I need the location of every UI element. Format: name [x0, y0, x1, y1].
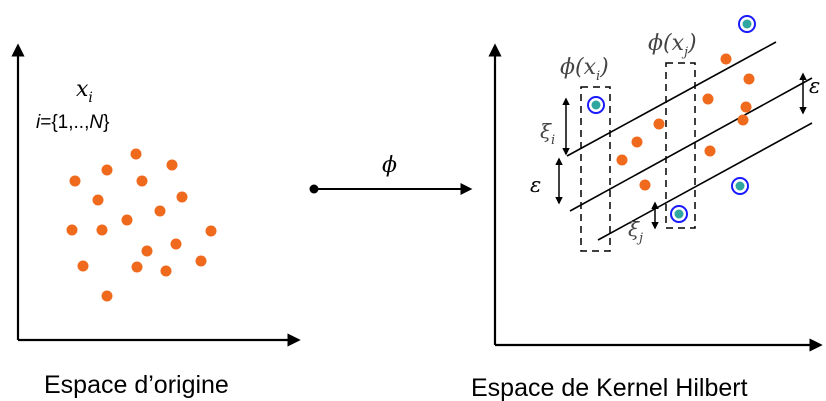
data-point [154, 205, 166, 217]
data-point [166, 159, 178, 171]
data-point [96, 224, 108, 236]
support-vector [670, 205, 688, 223]
support-vectors [587, 15, 756, 223]
index-set-label: i={1,..,N} [36, 112, 109, 133]
left-axes [11, 43, 301, 347]
data-point [653, 118, 665, 130]
support-vector [731, 177, 749, 195]
data-point [69, 175, 81, 187]
support-vector [738, 15, 756, 33]
phi-xj-label: ϕ(xj) [648, 31, 697, 60]
data-point [176, 191, 188, 203]
data-point [631, 136, 643, 148]
left-caption: Espace d’origine [44, 371, 229, 399]
var-x-label: xi [76, 77, 93, 106]
data-point [136, 175, 148, 187]
decision-line [569, 77, 813, 212]
data-point [616, 154, 628, 166]
margin-lines [566, 41, 813, 241]
data-point [740, 101, 752, 113]
support-vector [587, 96, 605, 114]
xi-i-label: ξi [540, 119, 555, 148]
data-point [737, 114, 749, 126]
xi-j-label: ξj [628, 217, 643, 246]
data-point [702, 93, 714, 105]
mapping-arrow [309, 183, 473, 195]
data-point [101, 290, 113, 302]
data-point [160, 265, 172, 277]
data-point [121, 214, 133, 226]
data-point [101, 164, 113, 176]
phi-xi-label: ϕ(xi) [560, 55, 609, 84]
data-point [130, 148, 142, 160]
right-caption: Espace de Kernel Hilbert [471, 374, 748, 401]
phi-xj-box [665, 62, 696, 229]
phi-xi-box [580, 86, 611, 252]
original-points [66, 148, 217, 302]
data-point [92, 194, 104, 206]
data-point [131, 261, 143, 273]
data-point [205, 225, 217, 237]
data-point [141, 245, 153, 257]
data-point [720, 53, 732, 65]
data-point [170, 238, 182, 250]
epsilon-right-label: ε [809, 74, 820, 98]
data-point [639, 179, 651, 191]
upper-margin-line [566, 41, 777, 157]
right-axes [488, 43, 823, 352]
data-point [66, 224, 78, 236]
data-point [77, 260, 89, 272]
data-point [704, 145, 716, 157]
data-point [743, 73, 755, 85]
epsilon-left-label: ε [530, 173, 541, 197]
lower-margin-line [597, 122, 813, 241]
mapped-points [616, 53, 755, 191]
data-point [195, 255, 207, 267]
phi-label: ϕ [382, 153, 397, 178]
